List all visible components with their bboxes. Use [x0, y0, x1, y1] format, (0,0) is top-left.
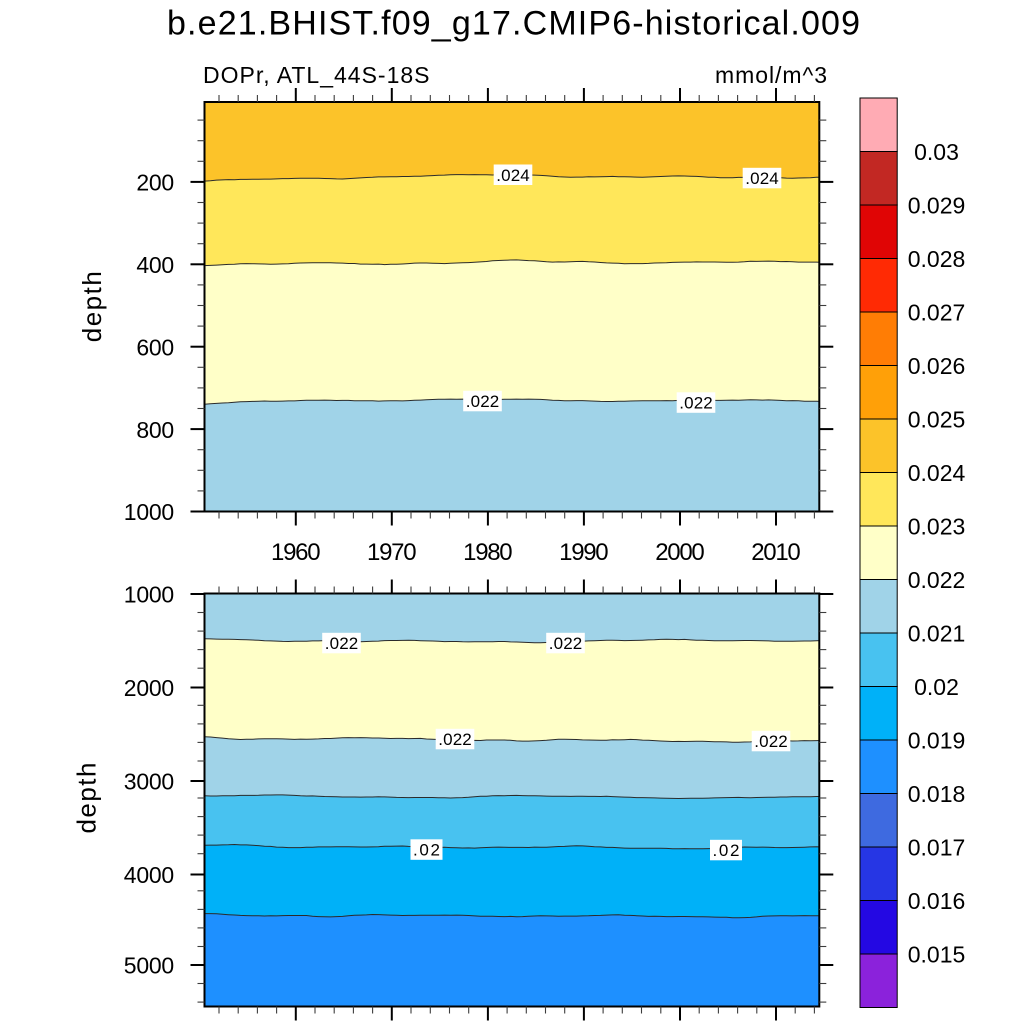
svg-text:.022: .022 [325, 634, 359, 653]
svg-text:0.024: 0.024 [908, 460, 966, 486]
svg-text:1980: 1980 [463, 539, 513, 566]
svg-text:1970: 1970 [367, 539, 417, 566]
svg-text:0.03: 0.03 [914, 139, 959, 165]
svg-text:0.027: 0.027 [908, 299, 966, 325]
svg-text:.022: .022 [549, 634, 583, 653]
svg-text:0.028: 0.028 [908, 246, 966, 272]
svg-text:.02: .02 [413, 841, 440, 860]
svg-text:4000: 4000 [124, 862, 174, 888]
svg-text:1990: 1990 [559, 539, 609, 566]
svg-text:600: 600 [136, 334, 174, 360]
svg-text:DOPr, ATL_44S-18S: DOPr, ATL_44S-18S [203, 62, 430, 88]
svg-text:800: 800 [136, 417, 174, 443]
svg-text:0.015: 0.015 [908, 941, 966, 967]
svg-text:.02: .02 [713, 841, 740, 860]
svg-text:0.02: 0.02 [914, 674, 959, 700]
svg-text:0.017: 0.017 [908, 834, 966, 860]
svg-text:.022: .022 [754, 732, 788, 751]
svg-text:0.025: 0.025 [908, 406, 966, 432]
svg-text:0.016: 0.016 [908, 888, 966, 914]
svg-text:1000: 1000 [124, 582, 174, 608]
svg-text:.024: .024 [496, 166, 530, 185]
svg-text:depth: depth [77, 271, 107, 342]
svg-text:1960: 1960 [271, 539, 321, 566]
svg-text:400: 400 [136, 252, 174, 278]
svg-text:.022: .022 [679, 394, 713, 413]
svg-text:2010: 2010 [751, 539, 801, 566]
svg-text:0.018: 0.018 [908, 781, 966, 807]
svg-text:.022: .022 [438, 730, 472, 749]
svg-text:2000: 2000 [124, 675, 174, 701]
svg-text:0.026: 0.026 [908, 353, 966, 379]
svg-text:b.e21.BHIST.f09_g17.CMIP6-hist: b.e21.BHIST.f09_g17.CMIP6-historical.009 [167, 5, 860, 43]
svg-text:mmol/m^3: mmol/m^3 [715, 62, 827, 88]
svg-text:0.022: 0.022 [908, 567, 966, 593]
svg-text:0.029: 0.029 [908, 192, 966, 218]
svg-text:0.019: 0.019 [908, 727, 966, 753]
svg-text:0.021: 0.021 [908, 620, 966, 646]
svg-text:depth: depth [72, 763, 102, 834]
svg-text:0.023: 0.023 [908, 513, 966, 539]
svg-text:5000: 5000 [124, 953, 174, 979]
svg-text:2000: 2000 [655, 539, 705, 566]
svg-text:200: 200 [136, 170, 174, 196]
svg-text:1000: 1000 [124, 499, 174, 525]
svg-text:.024: .024 [745, 169, 779, 188]
svg-text:3000: 3000 [124, 769, 174, 795]
svg-text:.022: .022 [466, 392, 500, 411]
